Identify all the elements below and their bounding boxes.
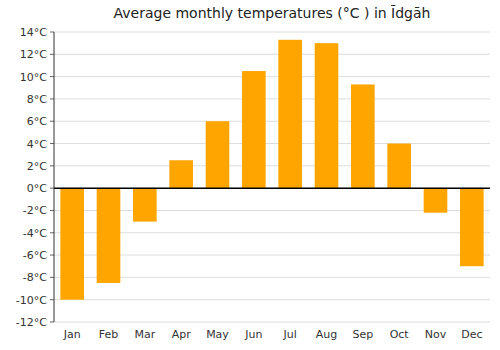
y-tick-label: 4°C: [27, 138, 47, 151]
chart-container: Average monthly temperatures (°C ) in Īd…: [0, 0, 500, 350]
y-tick: [50, 143, 54, 144]
x-tick-label: Mar: [134, 328, 155, 341]
y-tick: [50, 210, 54, 211]
bar: [387, 144, 411, 189]
grid-line: [54, 76, 490, 77]
y-tick-label: -4°C: [23, 227, 47, 240]
y-tick-label: -8°C: [23, 271, 47, 284]
bar: [206, 121, 230, 188]
y-tick-label: -10°C: [16, 294, 47, 307]
y-tick-label: -12°C: [16, 316, 47, 329]
y-tick: [50, 255, 54, 256]
x-tick-label: Jul: [283, 328, 297, 341]
bar: [60, 188, 84, 300]
y-tick: [50, 54, 54, 55]
bar: [460, 188, 484, 266]
bar: [133, 188, 157, 221]
grid: [54, 32, 490, 322]
grid-line: [54, 54, 490, 55]
y-tick: [50, 76, 54, 77]
x-tick-label: Feb: [99, 328, 118, 341]
x-tick-label: Jun: [244, 328, 262, 341]
x-tick-label: Oct: [390, 328, 410, 341]
bars: [60, 40, 483, 300]
grid-line: [54, 188, 490, 189]
grid-line: [54, 98, 490, 99]
grid-line: [54, 143, 490, 144]
y-tick-label: 2°C: [27, 160, 47, 173]
y-tick-label: 8°C: [27, 93, 47, 106]
grid-line: [54, 32, 490, 33]
bar: [351, 84, 375, 188]
x-tick-label: May: [206, 328, 229, 341]
y-tick: [50, 32, 54, 33]
grid-line: [54, 299, 490, 300]
y-tick: [50, 232, 54, 233]
title: Average monthly temperatures (°C ) in Īd…: [114, 5, 431, 21]
grid-line: [54, 121, 490, 122]
bar: [424, 188, 448, 213]
y-tick-label: 14°C: [20, 26, 47, 39]
x-tick-label: Nov: [425, 328, 447, 341]
y-tick-label: 10°C: [20, 71, 47, 84]
y-tick-label: 0°C: [27, 182, 47, 195]
bar: [97, 188, 121, 283]
y-tick-label: -6°C: [23, 249, 47, 262]
y-tick-label: -2°C: [23, 204, 47, 217]
y-tick: [50, 98, 54, 99]
zero-line: [54, 187, 490, 189]
grid-line: [54, 322, 490, 323]
x-tick-label: Apr: [172, 328, 192, 341]
grid-line: [54, 165, 490, 166]
bar: [278, 40, 302, 188]
y-tick: [50, 299, 54, 300]
y-tick: [50, 322, 54, 323]
bar: [242, 71, 266, 188]
x-tick-label: Dec: [461, 328, 482, 341]
x-axis-labels: Jan Feb Mar Apr May Jun Jul Aug Sep Oct Nov Dec: [63, 328, 483, 341]
x-tick-label: Jan: [63, 328, 81, 341]
bar: [315, 43, 339, 188]
chart-svg: Average monthly temperatures (°C ) in Īd…: [0, 0, 500, 350]
bar: [169, 160, 193, 188]
x-tick-label: Sep: [352, 328, 373, 341]
y-tick: [50, 277, 54, 278]
y-tick-label: 6°C: [27, 115, 47, 128]
y-tick-label: 12°C: [20, 48, 47, 61]
y-tick: [50, 121, 54, 122]
y-tick: [50, 165, 54, 166]
y-axis-ticks: -12°C -10°C -8°C -6°C -4°C -2°C 0°C 2°C 4°C 6°C 8°…: [16, 26, 54, 329]
x-tick-label: Aug: [316, 328, 337, 341]
y-axis-line: [54, 32, 55, 322]
y-tick: [50, 188, 54, 189]
